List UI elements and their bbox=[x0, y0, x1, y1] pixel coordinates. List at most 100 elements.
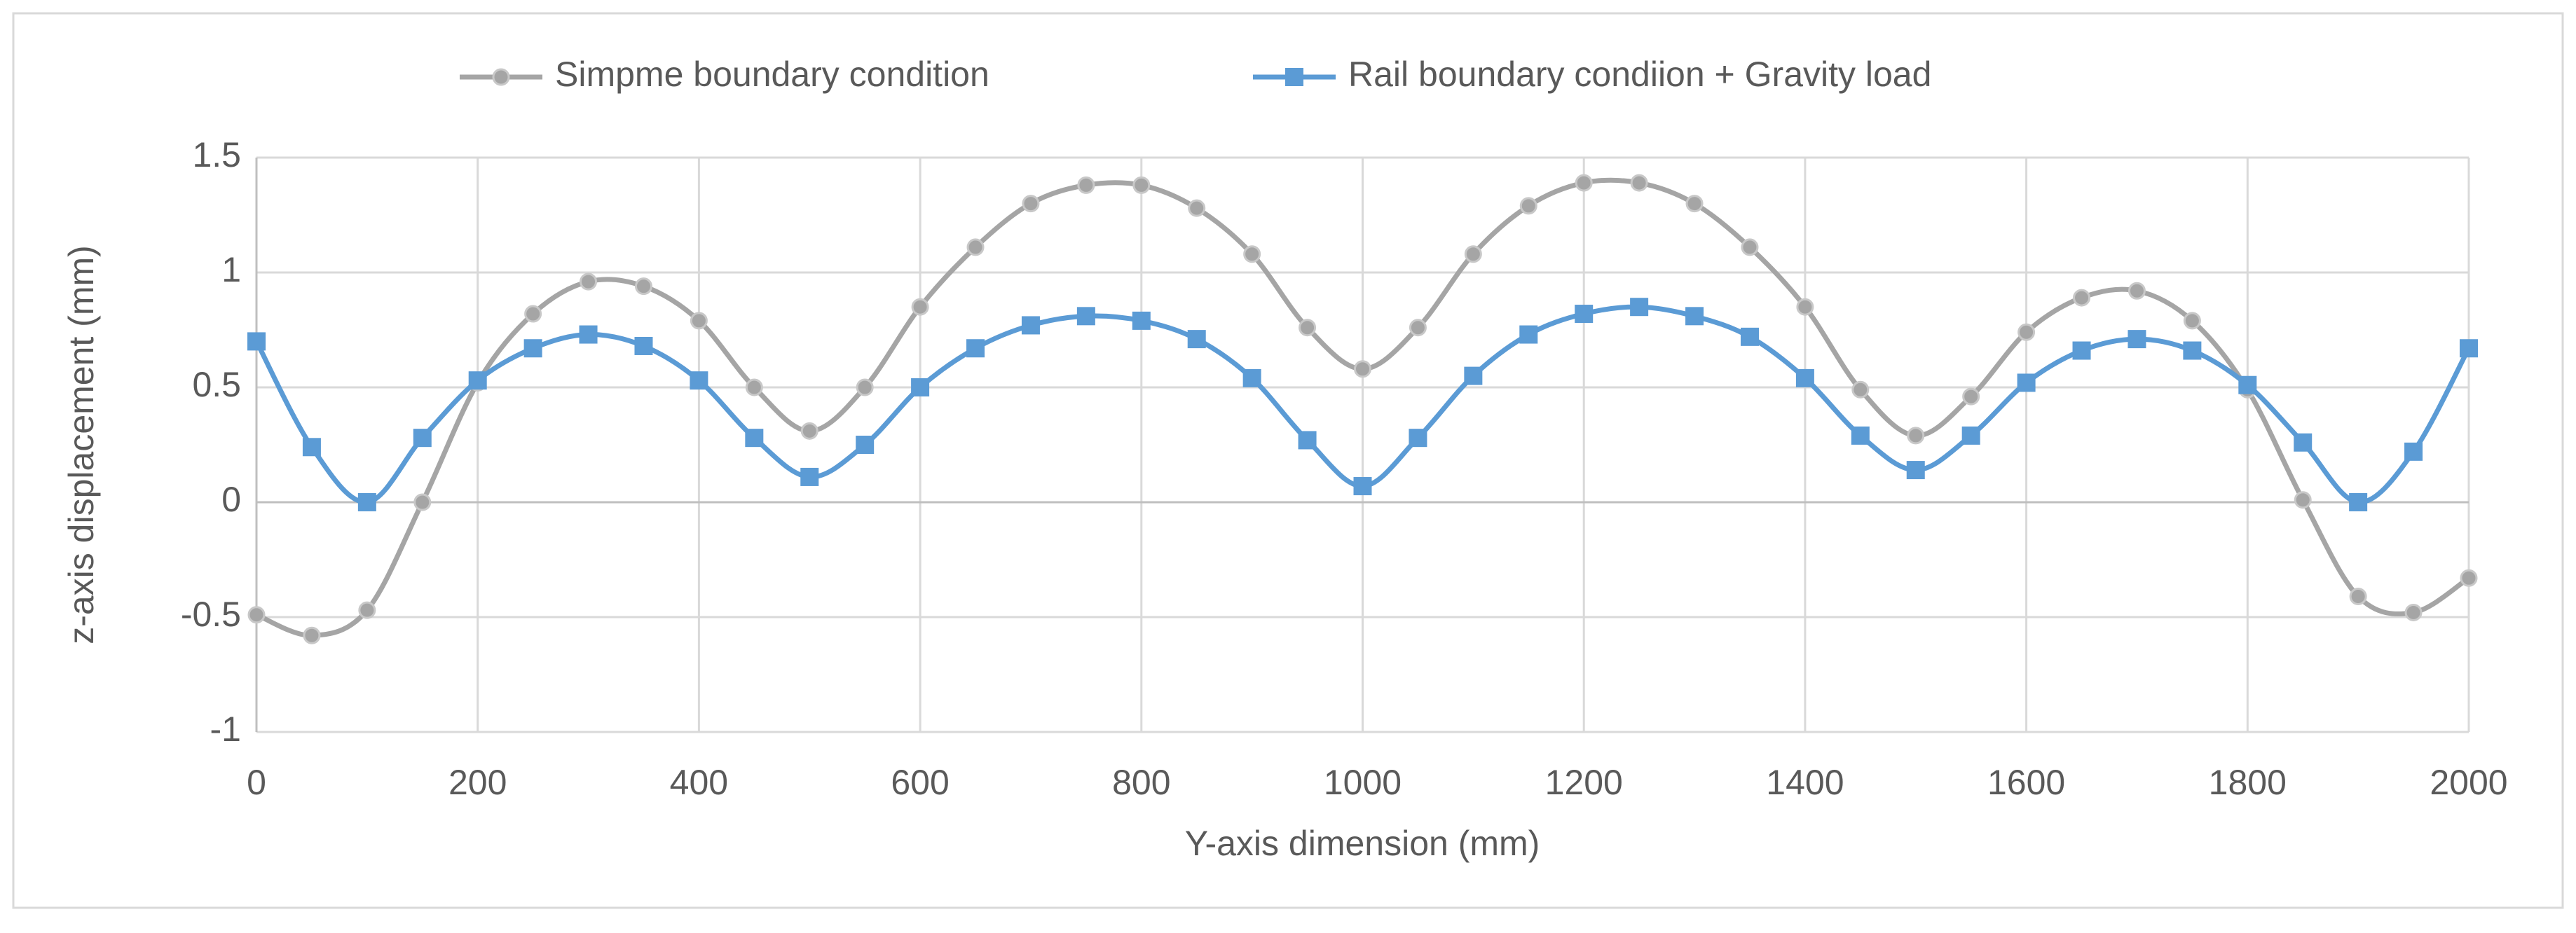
x-tick-label: 1400 bbox=[1766, 763, 1844, 802]
data-point bbox=[690, 371, 708, 390]
data-point bbox=[1961, 426, 1980, 445]
data-point bbox=[1021, 316, 1040, 335]
data-point bbox=[1685, 195, 1704, 213]
data-point bbox=[1299, 319, 1317, 337]
data-point bbox=[1630, 174, 1648, 192]
data-point bbox=[2128, 282, 2146, 300]
data-point bbox=[1243, 245, 1261, 263]
data-point bbox=[302, 438, 321, 457]
data-point bbox=[2460, 569, 2478, 587]
data-point bbox=[1575, 305, 1594, 324]
data-point bbox=[2349, 493, 2368, 511]
data-point bbox=[2460, 339, 2478, 358]
data-point bbox=[579, 325, 598, 344]
data-point bbox=[1022, 195, 1040, 213]
data-point bbox=[247, 606, 266, 624]
data-point bbox=[745, 378, 763, 396]
x-tick-label: 1800 bbox=[2209, 763, 2287, 802]
data-point bbox=[966, 238, 985, 256]
x-tick-label: 1000 bbox=[1324, 763, 1402, 802]
data-point bbox=[524, 305, 542, 323]
x-tick-label: 600 bbox=[891, 763, 949, 802]
data-point bbox=[523, 339, 542, 358]
data-point bbox=[1132, 311, 1151, 330]
chart-border bbox=[12, 12, 2564, 909]
data-point bbox=[1077, 176, 1095, 194]
x-tick-label: 2000 bbox=[2430, 763, 2507, 802]
data-point bbox=[2183, 312, 2201, 330]
x-tick-label: 400 bbox=[670, 763, 728, 802]
data-point bbox=[2183, 341, 2202, 360]
data-point bbox=[1851, 426, 1870, 445]
data-point bbox=[2128, 330, 2146, 349]
x-tick-label: 0 bbox=[247, 763, 266, 802]
data-point bbox=[2017, 373, 2036, 392]
data-point bbox=[1962, 387, 1980, 406]
data-point bbox=[247, 332, 266, 351]
y-tick-label: -0.5 bbox=[181, 595, 241, 634]
y-tick-label: 0.5 bbox=[192, 365, 241, 404]
data-point bbox=[468, 371, 487, 390]
data-point bbox=[690, 312, 708, 330]
legend-marker bbox=[492, 68, 510, 86]
y-tick-label: 1.5 bbox=[192, 135, 241, 174]
data-point bbox=[1298, 431, 1317, 450]
data-point bbox=[1187, 330, 1206, 349]
data-point bbox=[2017, 323, 2036, 341]
data-point bbox=[2238, 375, 2257, 394]
data-point bbox=[1409, 319, 1427, 337]
data-point bbox=[745, 429, 764, 448]
data-point bbox=[2073, 289, 2091, 307]
y-tick-label: 0 bbox=[221, 480, 241, 519]
data-point bbox=[1076, 307, 1095, 326]
data-point bbox=[1409, 429, 1427, 448]
data-point bbox=[1242, 368, 1261, 387]
data-point bbox=[1685, 307, 1704, 326]
x-tick-label: 1200 bbox=[1545, 763, 1623, 802]
data-point bbox=[1464, 366, 1483, 385]
x-tick-label: 800 bbox=[1112, 763, 1170, 802]
data-point bbox=[413, 493, 432, 511]
data-point bbox=[2404, 603, 2423, 621]
data-point bbox=[2349, 587, 2367, 605]
data-point bbox=[1796, 298, 1814, 316]
data-point bbox=[1795, 368, 1814, 387]
y-tick-label: -1 bbox=[210, 710, 241, 749]
data-point bbox=[1519, 325, 1538, 344]
data-point bbox=[2294, 433, 2313, 452]
data-point bbox=[1630, 298, 1649, 317]
data-point bbox=[1906, 461, 1925, 480]
legend-label: Simpme boundary condition bbox=[555, 55, 989, 94]
legend-marker bbox=[1285, 68, 1303, 86]
data-point bbox=[856, 378, 874, 396]
data-point bbox=[2404, 442, 2423, 461]
data-point bbox=[1740, 327, 1759, 346]
x-tick-label: 200 bbox=[448, 763, 507, 802]
data-point bbox=[2294, 491, 2312, 509]
data-point bbox=[1353, 477, 1372, 496]
data-point bbox=[357, 493, 376, 511]
data-point bbox=[303, 626, 321, 644]
data-point bbox=[1741, 238, 1759, 256]
x-axis-title: Y-axis dimension (mm) bbox=[1185, 824, 1540, 863]
data-point bbox=[966, 339, 985, 358]
data-point bbox=[1575, 174, 1593, 192]
data-point bbox=[856, 436, 875, 454]
data-point bbox=[800, 422, 818, 440]
legend-label: Rail boundary condiion + Gravity load bbox=[1348, 55, 1931, 94]
data-point bbox=[911, 378, 930, 396]
data-point bbox=[1132, 176, 1151, 194]
data-point bbox=[1464, 245, 1482, 263]
data-point bbox=[580, 272, 598, 291]
data-point bbox=[1851, 380, 1870, 399]
data-point bbox=[358, 601, 376, 619]
y-tick-label: 1 bbox=[221, 250, 241, 289]
data-point bbox=[1354, 360, 1371, 378]
x-tick-label: 1600 bbox=[1987, 763, 2065, 802]
data-point bbox=[1188, 199, 1206, 217]
data-point bbox=[413, 429, 432, 448]
data-point bbox=[634, 277, 652, 296]
y-axis-title: z-axis displacement (mm) bbox=[62, 245, 101, 644]
data-point bbox=[634, 336, 653, 355]
